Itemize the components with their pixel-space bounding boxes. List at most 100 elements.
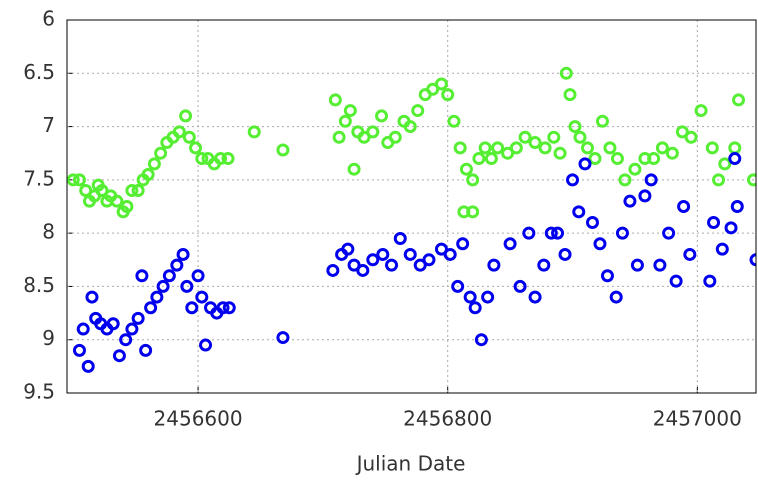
point: [588, 152, 602, 166]
point: [600, 269, 614, 283]
y-tick-label: 8: [42, 220, 55, 244]
point: [563, 88, 577, 102]
point: [558, 247, 572, 261]
point: [110, 194, 124, 208]
y-tick-label: 6.5: [23, 60, 55, 84]
point: [628, 162, 642, 176]
point: [366, 125, 380, 139]
point: [580, 141, 594, 155]
point: [341, 242, 355, 256]
point: [154, 146, 168, 160]
point: [459, 162, 473, 176]
point: [131, 311, 145, 325]
point: [343, 104, 357, 118]
point: [191, 269, 205, 283]
point: [347, 162, 361, 176]
point: [566, 173, 580, 187]
point: [537, 258, 551, 272]
grid: [67, 19, 756, 394]
point: [487, 258, 501, 272]
point: [491, 141, 505, 155]
x-tick-label: 2456800: [403, 407, 492, 431]
point: [222, 301, 236, 315]
point: [185, 301, 199, 315]
point: [615, 226, 629, 240]
point: [478, 141, 492, 155]
point: [81, 359, 95, 373]
point: [441, 88, 455, 102]
point: [547, 130, 561, 144]
point: [724, 221, 738, 235]
point: [385, 258, 399, 272]
point: [669, 274, 683, 288]
point: [610, 152, 624, 166]
point: [665, 146, 679, 160]
point: [147, 157, 161, 171]
x-tick-label: 2457000: [653, 407, 742, 431]
point: [180, 279, 194, 293]
point: [644, 173, 658, 187]
y-tick-label: 9.5: [23, 380, 55, 404]
point: [509, 141, 523, 155]
point: [655, 141, 669, 155]
point: [347, 258, 361, 272]
point: [528, 290, 542, 304]
point: [357, 130, 371, 144]
point: [434, 77, 448, 91]
point: [466, 173, 480, 187]
point: [67, 173, 80, 187]
point: [544, 226, 558, 240]
point: [585, 215, 599, 229]
point: [434, 242, 448, 256]
y-tick-label: 6: [42, 7, 55, 31]
point: [703, 274, 717, 288]
point: [503, 237, 517, 251]
point: [393, 231, 407, 245]
point: [694, 104, 708, 118]
point: [683, 247, 697, 261]
point: [463, 290, 477, 304]
point: [221, 152, 235, 166]
y-tick-label: 8.5: [23, 273, 55, 297]
point: [150, 290, 164, 304]
point: [647, 152, 661, 166]
point: [162, 269, 176, 283]
point: [376, 247, 390, 261]
point: [388, 130, 402, 144]
point: [662, 226, 676, 240]
point: [481, 290, 495, 304]
point: [518, 130, 532, 144]
point: [413, 258, 427, 272]
point: [513, 279, 527, 293]
point: [195, 290, 209, 304]
x-axis-label: Julian Date: [355, 452, 466, 476]
point: [189, 141, 203, 155]
point: [630, 258, 644, 272]
point: [728, 141, 742, 155]
plot-frame: [66, 19, 757, 394]
point: [338, 114, 352, 128]
point: [106, 317, 120, 331]
point: [182, 130, 196, 144]
point: [328, 93, 342, 107]
point: [214, 152, 228, 166]
y-tick-label: 7.5: [23, 166, 55, 190]
point: [447, 114, 461, 128]
point: [593, 237, 607, 251]
point: [95, 184, 109, 198]
point: [411, 104, 425, 118]
point: [85, 290, 99, 304]
point: [135, 269, 149, 283]
point: [466, 205, 480, 219]
point: [468, 301, 482, 315]
point: [728, 152, 742, 166]
point: [72, 343, 86, 357]
point: [125, 322, 139, 336]
point: [501, 146, 515, 160]
point: [76, 322, 90, 336]
point: [456, 237, 470, 251]
point: [522, 226, 536, 240]
point: [538, 141, 552, 155]
point: [684, 130, 698, 144]
point: [119, 333, 133, 347]
